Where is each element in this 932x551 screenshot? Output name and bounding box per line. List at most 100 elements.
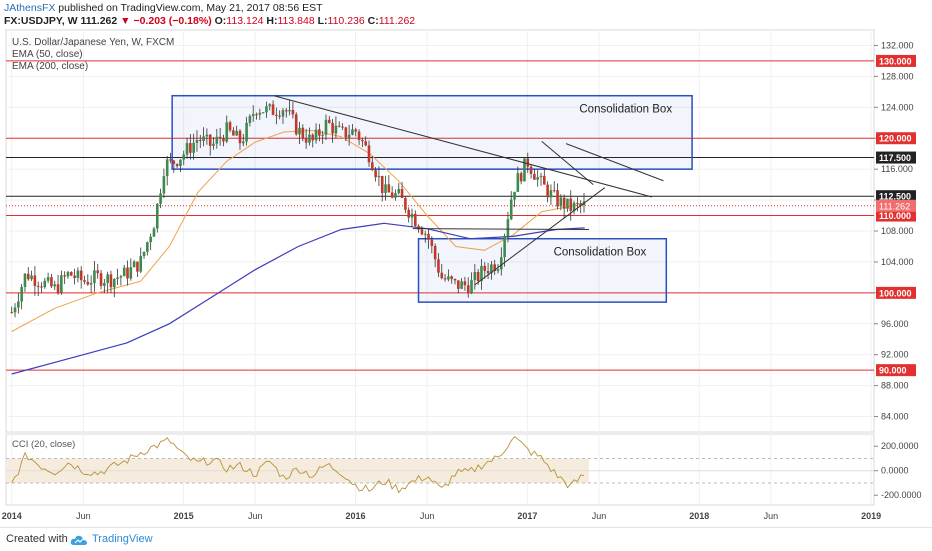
candle — [337, 121, 341, 128]
candle — [198, 134, 202, 148]
candle-body — [450, 276, 453, 280]
y-tick-label: 92.000 — [881, 350, 909, 360]
candle — [546, 181, 549, 203]
candle — [53, 280, 57, 290]
candle — [43, 277, 47, 289]
candle-body — [433, 245, 437, 260]
candle — [324, 114, 328, 141]
candle-body — [337, 125, 341, 127]
legend-ema200: EMA (200, close) — [12, 61, 88, 72]
candle-body — [493, 264, 496, 272]
candle-body — [132, 261, 136, 268]
candle-body — [413, 213, 417, 226]
candle — [308, 127, 311, 146]
candle-body — [291, 109, 295, 115]
tradingview-brand[interactable]: TradingView — [92, 533, 153, 545]
candle-body — [169, 159, 172, 161]
candle-body — [152, 228, 156, 237]
candle-body — [516, 173, 520, 192]
candle-body — [377, 175, 381, 178]
symbol-label[interactable]: FX:USDJPY, W — [4, 15, 78, 27]
consolidation-box — [417, 237, 668, 303]
price-chart[interactable]: Consolidation Box Consolidation Box 84.00… — [0, 0, 932, 527]
candle — [579, 200, 582, 214]
candle-body — [539, 175, 543, 178]
candle-body — [460, 281, 463, 289]
last-price-text: 111.262 — [80, 15, 118, 27]
candle — [533, 168, 536, 181]
cci-line — [11, 435, 585, 494]
candle — [265, 101, 268, 118]
candle — [218, 127, 222, 146]
candle — [69, 271, 73, 277]
candle-body — [159, 193, 162, 204]
candle-body — [225, 122, 229, 142]
candle — [284, 107, 288, 118]
trendline — [412, 228, 589, 230]
candle-body — [228, 122, 232, 131]
candle — [228, 120, 232, 133]
candle-body — [447, 276, 450, 280]
candle-body — [301, 127, 305, 139]
candle-body — [103, 282, 106, 286]
candle — [288, 100, 291, 116]
x-tick-label: Jun — [592, 511, 607, 521]
candle — [347, 124, 351, 146]
candle — [380, 175, 384, 202]
level-tag — [876, 132, 916, 145]
candle — [245, 116, 248, 146]
candle — [146, 241, 149, 256]
candle — [519, 171, 523, 185]
candle — [83, 275, 86, 285]
candle-body — [142, 251, 146, 257]
y-tick-label: 104.000 — [881, 257, 914, 267]
x-tick-label: Jun — [248, 511, 263, 521]
candle-body — [60, 275, 63, 293]
candle-body — [370, 162, 374, 171]
y-tick-label: 124.000 — [881, 102, 914, 112]
candle-body — [559, 197, 563, 207]
trendline — [273, 95, 653, 198]
candle — [152, 226, 156, 237]
candle-body — [397, 188, 401, 194]
candle — [529, 164, 533, 179]
candle-body — [46, 277, 50, 281]
candle-body — [284, 110, 288, 112]
candle — [361, 137, 364, 148]
candle-body — [321, 134, 324, 136]
candle — [149, 233, 152, 251]
candle-body — [374, 170, 377, 178]
candle — [225, 115, 229, 144]
candle — [126, 260, 129, 286]
candle-body — [500, 257, 503, 270]
candle-body — [96, 270, 100, 274]
candle-body — [566, 198, 569, 209]
candle — [281, 107, 285, 124]
level-label: 117.500 — [879, 153, 911, 163]
trendline — [474, 187, 606, 286]
x-tick-label: 2017 — [517, 511, 537, 521]
candle-body — [331, 122, 334, 134]
candle — [367, 140, 371, 167]
candle-body — [410, 213, 414, 218]
candle-body — [341, 126, 344, 128]
candle — [93, 260, 96, 292]
candle-body — [198, 139, 202, 141]
candle-body — [23, 273, 27, 287]
author-link[interactable]: JAthensFX — [4, 2, 56, 14]
candle — [374, 167, 377, 182]
candle — [241, 134, 245, 147]
candle — [162, 168, 166, 199]
level-tag — [876, 190, 916, 203]
candle-body — [126, 267, 129, 279]
candle — [556, 183, 559, 210]
candle-body — [526, 158, 530, 167]
candle-body — [380, 175, 384, 194]
candle — [258, 108, 262, 120]
candle-body — [10, 312, 14, 314]
cci-title: CCI (20, close) — [12, 439, 75, 450]
y-tick-label: 96.000 — [881, 319, 909, 329]
candle-body — [245, 122, 248, 142]
candle-body — [86, 281, 90, 285]
candle-body — [238, 130, 242, 144]
